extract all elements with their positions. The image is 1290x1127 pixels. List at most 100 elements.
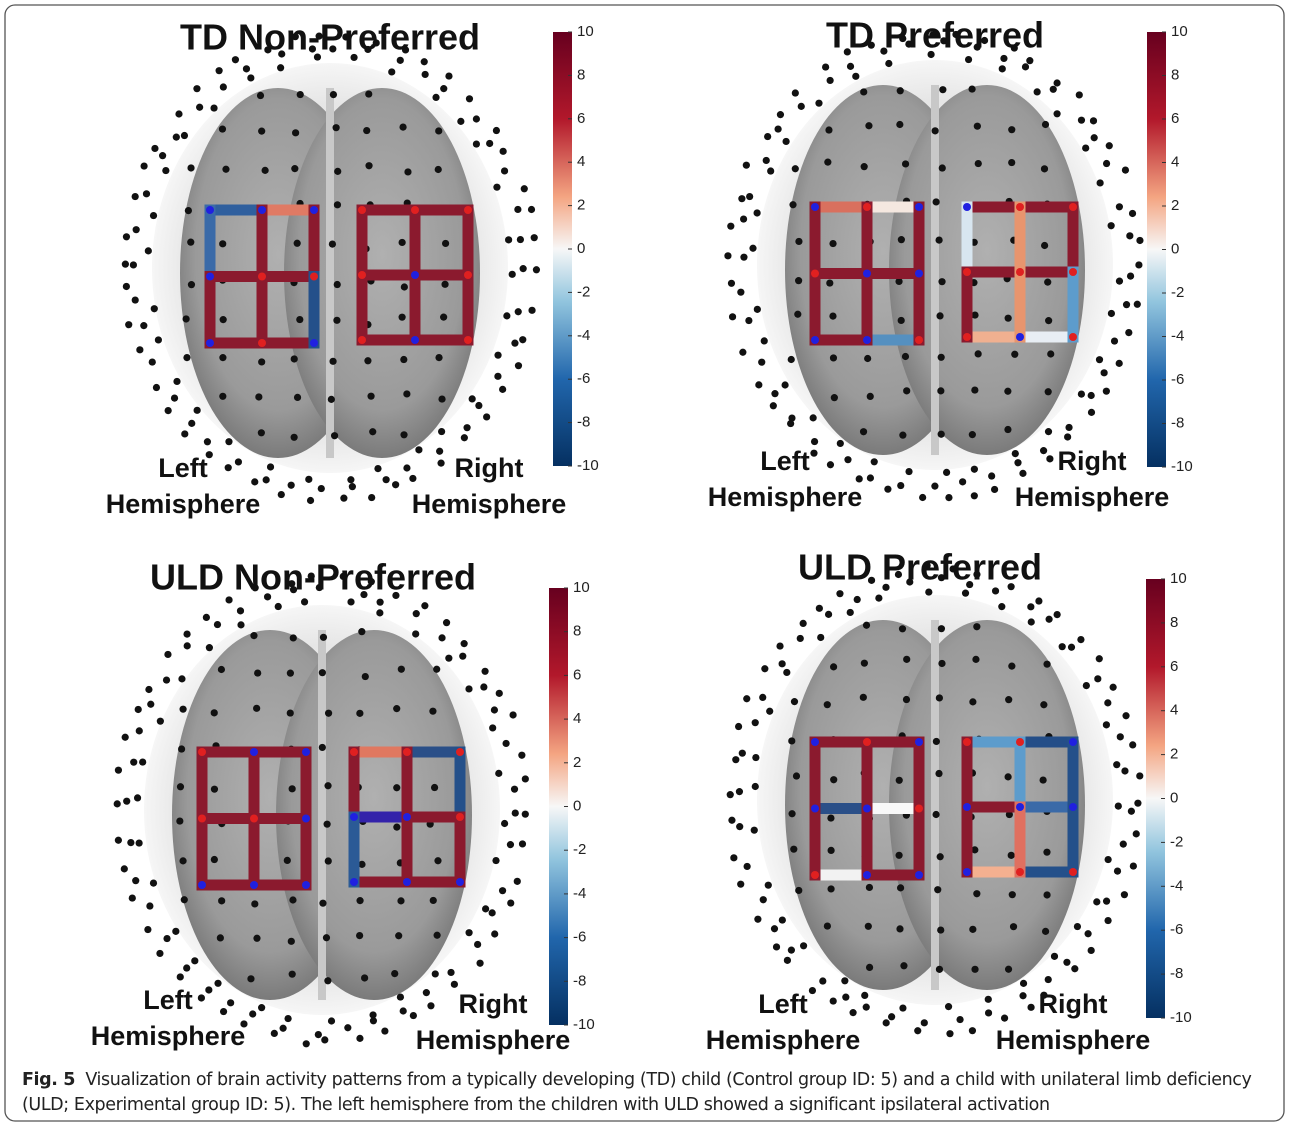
optode (1016, 738, 1024, 746)
electrode (280, 1025, 287, 1032)
electrode (296, 316, 303, 323)
electrode (1012, 450, 1019, 457)
electrode (788, 947, 795, 954)
electrode (824, 159, 831, 166)
hemisphere-label: Left (760, 446, 810, 476)
electrode (934, 886, 941, 893)
electrode (1121, 891, 1128, 898)
electrode (1136, 237, 1143, 244)
electrode (1108, 310, 1115, 317)
electrode (356, 897, 363, 904)
electrode (896, 121, 903, 128)
electrode (1091, 134, 1098, 141)
electrode (147, 701, 154, 708)
optode (1016, 203, 1024, 211)
electrode (761, 337, 768, 344)
electrode (483, 413, 490, 420)
electrode (258, 429, 265, 436)
electrode (897, 884, 904, 891)
electrode (781, 381, 788, 388)
electrode (165, 407, 172, 414)
electrode (134, 794, 141, 801)
electrode (751, 827, 758, 834)
colorbar-tick-label: -10 (1170, 1009, 1192, 1026)
electrode (518, 752, 525, 759)
electrode (328, 396, 335, 403)
electrode (403, 464, 410, 471)
optode (863, 203, 871, 211)
electrode (1135, 261, 1142, 268)
electrode (135, 706, 142, 713)
electrode (344, 1024, 351, 1031)
electrode (400, 1007, 407, 1014)
electrode (1042, 121, 1049, 128)
electrode (791, 698, 798, 705)
electrode (897, 87, 904, 94)
electrode (415, 446, 422, 453)
electrode (210, 104, 217, 111)
optode (1016, 868, 1024, 876)
electrode (1129, 210, 1136, 217)
optode (915, 336, 923, 344)
electrode (183, 354, 190, 361)
electrode (936, 966, 943, 973)
electrode (132, 877, 139, 884)
electrode (356, 932, 363, 939)
electrode (347, 476, 354, 483)
electrode (1096, 655, 1103, 662)
electrode (501, 820, 508, 827)
electrode (397, 897, 404, 904)
electrode (829, 312, 836, 319)
electrode (1105, 856, 1112, 863)
electrode (325, 857, 332, 864)
electrode (1046, 455, 1053, 462)
electrode (491, 930, 498, 937)
electrode (216, 67, 223, 74)
electrode (956, 1016, 963, 1023)
electrode (1094, 675, 1101, 682)
electrode (866, 884, 873, 891)
colorbar-tick-label: 8 (577, 66, 585, 83)
electrode (289, 896, 296, 903)
electrode (393, 824, 400, 831)
electrode (329, 240, 336, 247)
electrode (736, 788, 743, 795)
optode (198, 748, 206, 756)
electrode (776, 642, 783, 649)
optode (811, 336, 819, 344)
optode (464, 206, 472, 214)
electrode (826, 279, 833, 286)
electrode (760, 896, 767, 903)
electrode (432, 94, 439, 101)
electrode (938, 354, 945, 361)
colorbar-tick-label: -8 (1170, 965, 1183, 982)
electrode (1084, 930, 1091, 937)
electrode (250, 632, 257, 639)
electrode (1088, 409, 1095, 416)
electrode (1005, 773, 1012, 780)
hemisphere-label: Left (758, 989, 808, 1019)
optode (963, 738, 971, 746)
optode (863, 805, 871, 813)
colorbar-tick-label: -8 (1171, 414, 1184, 431)
electrode (333, 124, 340, 131)
electrode (763, 157, 770, 164)
electrode (153, 384, 160, 391)
colorbar-tick-label: -6 (1170, 921, 1183, 938)
caption: Fig. 5 Visualization of brain activity p… (22, 1068, 1272, 1118)
electrode (410, 1012, 417, 1019)
optode (350, 813, 358, 821)
electrode (770, 402, 777, 409)
electrode (123, 233, 130, 240)
electrode (220, 1008, 227, 1015)
electrode (178, 745, 185, 752)
colorbar-tick-label: -6 (573, 929, 586, 946)
electrode (130, 261, 137, 268)
electrode (219, 125, 226, 132)
electrode (998, 603, 1005, 610)
electrode (150, 212, 157, 219)
optode (863, 336, 871, 344)
electrode (1090, 117, 1097, 124)
electrode (334, 201, 341, 208)
optode (198, 881, 206, 889)
